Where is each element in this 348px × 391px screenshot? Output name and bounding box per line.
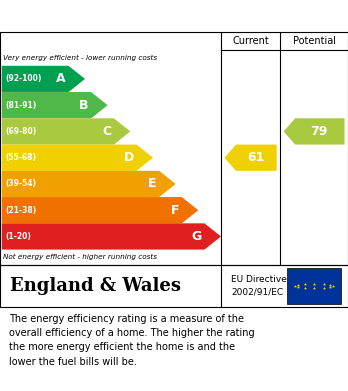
- Text: 79: 79: [310, 125, 328, 138]
- Text: E: E: [148, 178, 156, 190]
- Polygon shape: [284, 118, 345, 145]
- Text: B: B: [79, 99, 88, 112]
- Polygon shape: [2, 66, 85, 92]
- Text: (1-20): (1-20): [5, 232, 31, 241]
- Text: England & Wales: England & Wales: [10, 277, 181, 295]
- Text: Very energy efficient - lower running costs: Very energy efficient - lower running co…: [3, 55, 158, 61]
- Text: G: G: [191, 230, 202, 243]
- Text: C: C: [102, 125, 111, 138]
- Text: EU Directive
2002/91/EC: EU Directive 2002/91/EC: [231, 275, 287, 296]
- Text: Potential: Potential: [293, 36, 335, 46]
- Text: (39-54): (39-54): [5, 179, 36, 188]
- Text: A: A: [56, 72, 66, 85]
- Bar: [287, 268, 341, 303]
- Polygon shape: [2, 118, 130, 145]
- Text: D: D: [124, 151, 134, 164]
- Text: Current: Current: [232, 36, 269, 46]
- Text: (55-68): (55-68): [5, 153, 36, 162]
- Text: (92-100): (92-100): [5, 74, 42, 83]
- Polygon shape: [2, 223, 221, 249]
- Polygon shape: [2, 171, 176, 197]
- Polygon shape: [2, 92, 108, 118]
- Text: (69-80): (69-80): [5, 127, 37, 136]
- Polygon shape: [2, 197, 198, 223]
- Text: (21-38): (21-38): [5, 206, 37, 215]
- Text: The energy efficiency rating is a measure of the
overall efficiency of a home. T: The energy efficiency rating is a measur…: [9, 314, 254, 367]
- Polygon shape: [224, 145, 277, 171]
- Text: F: F: [171, 204, 179, 217]
- Polygon shape: [2, 145, 153, 171]
- Text: Not energy efficient - higher running costs: Not energy efficient - higher running co…: [3, 254, 158, 260]
- Text: Energy Efficiency Rating: Energy Efficiency Rating: [10, 9, 220, 23]
- Text: (81-91): (81-91): [5, 100, 37, 110]
- Text: 61: 61: [247, 151, 264, 164]
